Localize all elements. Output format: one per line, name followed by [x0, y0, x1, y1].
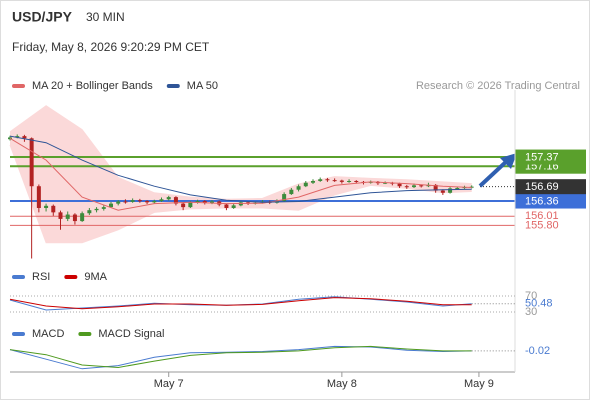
candle-body [455, 187, 460, 189]
candle-body [181, 203, 186, 208]
band-upper [9, 105, 472, 200]
candle-body [51, 205, 56, 213]
level-label: 157.37 [525, 151, 559, 163]
legend-swatch [78, 332, 92, 336]
indicator-line [9, 297, 472, 310]
ma-line [9, 137, 472, 211]
interval: 30 MIN [86, 10, 125, 24]
candle-body [87, 210, 92, 214]
level-label: 156.36 [525, 195, 559, 207]
candle-body [332, 180, 337, 182]
level-label: 156.01 [525, 210, 559, 222]
y-tick-label: 30 [525, 306, 537, 318]
candle-body [448, 188, 453, 193]
candle-body [354, 181, 359, 182]
candle-body [29, 138, 34, 187]
candle-body [65, 214, 70, 219]
candle-body [72, 214, 77, 222]
candle-body [188, 202, 193, 208]
candle-body [404, 186, 409, 188]
candle-body [94, 208, 99, 211]
candle-body [412, 185, 416, 188]
candle-body [152, 201, 157, 203]
candle-body [325, 179, 330, 181]
legend-swatch [12, 275, 25, 279]
candle-body [347, 181, 352, 182]
candle-body [339, 180, 344, 182]
candle-body [419, 185, 424, 187]
candle-body [36, 186, 41, 208]
candle-body [433, 184, 438, 191]
legend-label: MACD Signal [98, 328, 164, 340]
candle-body [231, 205, 236, 208]
candle-body [173, 197, 178, 204]
candle-body [101, 207, 106, 209]
candle-body [311, 181, 315, 183]
y-tick-label: 70 [525, 290, 537, 302]
timestamp: Friday, May 8, 2026 9:20:29 PM CET [12, 40, 210, 54]
indicator-line [9, 345, 472, 369]
candle-body [15, 136, 20, 138]
legend-swatch [64, 275, 78, 279]
last-value-label: -0.02 [525, 345, 550, 357]
candle-body [296, 186, 301, 190]
candle-body [22, 136, 27, 139]
candle-body [318, 179, 323, 181]
candle-body [116, 201, 121, 204]
legend-swatch [166, 84, 180, 88]
credit: Research © 2026 Trading Central [416, 80, 580, 92]
legend-label: MACD [32, 328, 64, 340]
symbol: USD/JPY [12, 9, 73, 25]
candle-body [440, 190, 445, 193]
legend-swatch [12, 84, 25, 88]
indicator-line [9, 345, 472, 370]
candle-body [44, 205, 49, 208]
arrow-head [500, 153, 517, 169]
legend-label: RSI [32, 271, 50, 283]
band-lower [9, 144, 472, 244]
candle-body [210, 201, 214, 203]
last-value-label: 50.48 [525, 298, 553, 310]
legend-label: MA 50 [187, 80, 218, 92]
x-tick-label: May 7 [154, 378, 184, 390]
level-box [515, 149, 586, 165]
candle-body [58, 212, 63, 219]
legend-swatch [12, 332, 25, 336]
legend-label: 9MA [84, 271, 107, 283]
arrow [478, 158, 510, 188]
candle-body [282, 194, 287, 202]
candle-body [123, 201, 128, 203]
candle-body [109, 203, 113, 208]
candle-body [224, 204, 229, 208]
ma-line [9, 135, 472, 203]
candle-body [80, 213, 85, 222]
candle-body [130, 200, 135, 202]
level-label: 156.69 [525, 181, 559, 193]
candle-body [303, 182, 308, 187]
legend-label: MA 20 + Bollinger Bands [32, 80, 153, 92]
x-tick-label: May 8 [327, 378, 357, 390]
level-box [515, 193, 586, 209]
candle-body [202, 201, 207, 203]
candle-body [166, 197, 171, 200]
candle-body [145, 201, 150, 203]
x-tick-label: May 9 [464, 378, 494, 390]
level-box [515, 179, 586, 195]
candle-body [289, 189, 294, 195]
level-label: 155.80 [525, 219, 559, 231]
candle-body [195, 201, 200, 203]
candle-body [397, 183, 402, 187]
candle-body [159, 199, 164, 202]
candle-body [137, 200, 142, 202]
candle-body [383, 182, 388, 184]
